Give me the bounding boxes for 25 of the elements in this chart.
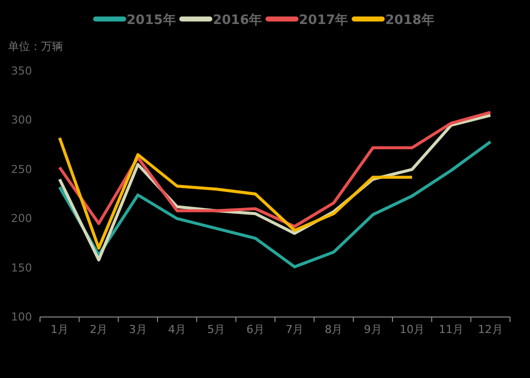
x-tick-label: 7月: [286, 322, 304, 336]
x-tick-label: 11月: [438, 322, 464, 336]
x-tick-label: 2月: [90, 322, 108, 336]
legend-label: 2015年: [126, 13, 176, 28]
legend-label: 2017年: [299, 13, 348, 28]
line-series: [58, 110, 492, 228]
y-tick-label: 100: [11, 310, 32, 324]
y-tick-label: 150: [11, 261, 32, 274]
x-tick-label: 4月: [168, 322, 186, 336]
y-tick-label: 350: [11, 64, 32, 78]
y-tick-label: 250: [11, 162, 32, 176]
x-tick-label: 10月: [400, 322, 425, 336]
line-series: [58, 136, 414, 250]
x-tick-label: 1月: [50, 322, 69, 336]
y-tick-label: 200: [11, 212, 32, 226]
y-tick-label: 300: [11, 114, 32, 127]
x-tick-label: 9月: [364, 322, 382, 336]
x-tick-label: 8月: [324, 322, 343, 336]
x-tick-label: 3月: [128, 322, 147, 336]
y-axis-title: 单位：万辆: [8, 40, 63, 53]
legend-label: 2018年: [385, 13, 434, 28]
x-tick-label: 12月: [478, 322, 503, 336]
x-tick-label: 5月: [207, 322, 226, 336]
legend-label: 2016年: [212, 13, 262, 28]
x-tick-label: 6月: [246, 322, 264, 336]
